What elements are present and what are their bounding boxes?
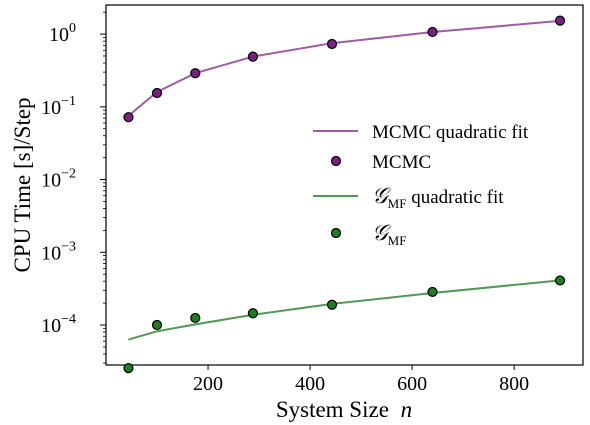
y-tick-label-exponent: −2 xyxy=(61,167,76,182)
y-tick-label-1e-4: 10−4 xyxy=(41,312,76,337)
plot-area-frame xyxy=(105,4,584,366)
series-line-0 xyxy=(127,19,561,117)
legend-gmf-fit-calG: 𝒢 xyxy=(372,183,391,208)
y-tick-label-base: 10 xyxy=(41,242,61,264)
legend-label-mcmc: MCMC xyxy=(372,152,431,173)
legend: MCMC quadratic fit MCMC 𝒢MF quadratic fi… xyxy=(313,122,529,248)
y-tick-label-1e-3: 10−3 xyxy=(41,239,76,264)
series-1-point-5 xyxy=(427,26,438,38)
legend-marker-mcmc xyxy=(330,155,342,167)
legend-label-gmf-fit: 𝒢MF quadratic fit xyxy=(372,183,504,211)
x-tick-label-200: 200 xyxy=(193,373,223,395)
series-1-point-4 xyxy=(326,38,338,50)
series-3-point-4 xyxy=(326,299,338,310)
y-tick-label-base: 10 xyxy=(49,24,69,46)
x-tick-label-400: 400 xyxy=(295,373,325,395)
x-axis-label: System Size n xyxy=(276,397,412,422)
legend-label-gmf: 𝒢MF xyxy=(372,220,406,248)
y-tick-label-1e0: 100 xyxy=(49,21,76,46)
y-tick-label-base: 10 xyxy=(41,97,61,119)
series-1-point-3 xyxy=(247,51,259,62)
y-tick-label-1e-1: 10−1 xyxy=(41,94,76,119)
legend-gmf-fit-sub: MF xyxy=(388,196,407,211)
legend-gmf-sub: MF xyxy=(388,233,407,248)
legend-label-mcmc-fit: MCMC quadratic fit xyxy=(372,122,529,143)
y-tick-label-exponent: −3 xyxy=(61,239,76,254)
y-tick-label-base: 10 xyxy=(41,170,61,192)
y-tick-label-1e-2: 10−2 xyxy=(41,167,76,192)
series-layer xyxy=(123,15,566,374)
series-line-2 xyxy=(128,279,561,341)
series-3-point-2 xyxy=(190,312,201,324)
series-1-point-0 xyxy=(123,112,134,123)
x-tick-label-800: 800 xyxy=(499,373,529,395)
series-1-point-1 xyxy=(151,87,163,99)
series-3-point-3 xyxy=(247,308,259,319)
series-3-point-0 xyxy=(123,363,134,374)
x-axis-ticks: 200 400 600 800 xyxy=(193,365,529,395)
series-3-point-1 xyxy=(151,319,163,331)
legend-marker-gmf xyxy=(330,227,342,239)
series-1-point-2 xyxy=(190,68,201,79)
y-tick-label-exponent: 0 xyxy=(69,21,76,36)
series-3-point-5 xyxy=(427,286,438,298)
x-axis-label-text: System Size xyxy=(276,397,389,422)
legend-gmf-fit-rest: quadratic fit xyxy=(406,187,504,208)
y-tick-label-exponent: −4 xyxy=(61,312,76,327)
x-axis-label-variable: n xyxy=(401,397,413,422)
legend-gmf-calG: 𝒢 xyxy=(372,220,391,245)
series-1-point-6 xyxy=(554,15,566,26)
x-tick-label-600: 600 xyxy=(397,373,427,395)
y-axis-label: CPU Time [s]/Step xyxy=(10,97,35,272)
y-tick-label-exponent: −1 xyxy=(61,94,76,109)
y-tick-label-base: 10 xyxy=(41,315,61,337)
series-3-point-6 xyxy=(554,275,566,286)
